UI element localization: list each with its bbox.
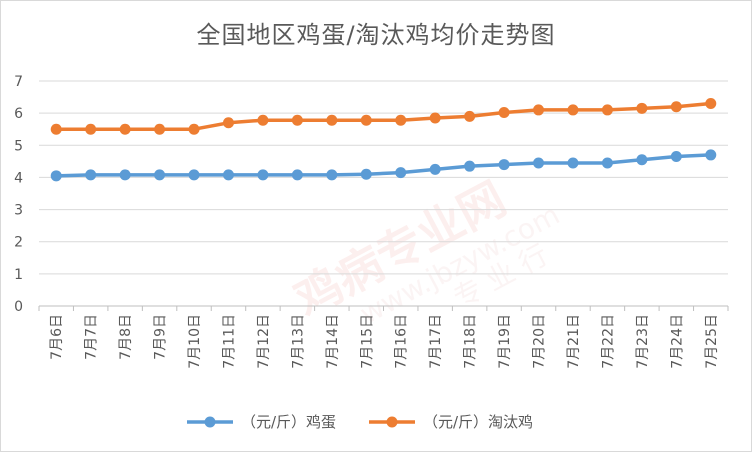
series-0-point: [670, 151, 682, 163]
x-tick-label: 7月12日: [256, 314, 272, 369]
series-line-1: [54, 101, 713, 131]
x-tick-label: 7月10日: [187, 314, 203, 369]
x-tick-label: 7月25日: [704, 314, 720, 369]
legend-label-0: （元/斤）鸡蛋: [241, 413, 336, 431]
series-1-point: [188, 123, 200, 135]
x-tick-label: 7月11日: [221, 314, 237, 369]
series-1-point: [636, 102, 648, 114]
y-tick-label: 5: [14, 138, 23, 154]
series-0-point: [705, 149, 717, 161]
series-1-point: [291, 114, 303, 126]
x-tick-label: 7月22日: [600, 314, 616, 369]
x-tick-label: 7月23日: [635, 314, 651, 369]
series-1-point: [360, 114, 372, 126]
series-0-point: [429, 163, 441, 175]
series-1-point: [326, 114, 338, 126]
series-1-point: [429, 112, 441, 124]
series-1-point: [670, 101, 682, 113]
x-tick-label: 7月8日: [118, 314, 134, 360]
y-tick-label: 0: [14, 299, 23, 315]
x-tick-label: 7月6日: [49, 314, 65, 360]
series-line-0: [54, 153, 713, 178]
series-1-point: [567, 104, 579, 116]
series-0-point: [119, 169, 131, 181]
series-1-point: [154, 123, 166, 135]
series-0-point: [360, 168, 372, 180]
series-0-point: [291, 169, 303, 181]
series-0-point: [188, 169, 200, 181]
x-tick-label: 7月19日: [497, 314, 513, 369]
series-1-point: [395, 114, 407, 126]
y-tick-label: 7: [14, 74, 23, 90]
series-1-point: [533, 104, 545, 116]
x-tick-label: 7月15日: [359, 314, 375, 369]
series-0-point: [222, 169, 234, 181]
series-0-point: [567, 157, 579, 169]
series-1-point: [498, 107, 510, 118]
legend-marker-1: [386, 416, 398, 428]
series-0-point: [464, 160, 476, 172]
series-1-point: [119, 123, 131, 135]
series-0-point: [326, 169, 338, 181]
x-tick-label: 7月16日: [394, 314, 410, 369]
series-1-point: [705, 98, 717, 109]
series-0-point: [85, 169, 97, 181]
series-0-point: [601, 157, 613, 169]
x-tick-label: 7月13日: [290, 314, 306, 369]
series-1-point: [464, 110, 476, 122]
series-1-point: [601, 104, 613, 116]
chart-title: 全国地区鸡蛋/淘汰鸡均价走势图: [196, 21, 556, 49]
series-1-point: [222, 117, 234, 129]
x-tick-label: 7月17日: [428, 314, 444, 369]
legend-label-1: （元/斤）淘汰鸡: [423, 413, 533, 431]
series-0-point: [636, 154, 648, 166]
x-tick-label: 7月18日: [463, 314, 479, 369]
legend-marker-0: [204, 416, 216, 428]
series-1-point: [85, 123, 97, 135]
x-tick-label: 7月9日: [153, 314, 169, 360]
y-tick-label: 4: [14, 170, 23, 186]
series-0-point: [50, 170, 62, 182]
y-tick-label: 3: [14, 203, 23, 219]
series-0-point: [498, 159, 510, 171]
y-tick-label: 2: [14, 235, 23, 251]
y-tick-label: 1: [14, 267, 23, 283]
series-0-point: [154, 169, 166, 181]
series-1-point: [257, 114, 269, 126]
y-tick-label: 6: [14, 106, 23, 122]
series-0-point: [395, 167, 407, 179]
x-tick-label: 7月21日: [566, 314, 582, 369]
x-tick-label: 7月24日: [669, 314, 685, 369]
x-tick-label: 7月14日: [325, 314, 341, 369]
x-tick-label: 7月7日: [84, 314, 100, 360]
series-1-point: [50, 123, 62, 135]
series-0-point: [533, 157, 545, 169]
x-tick-label: 7月20日: [532, 314, 548, 369]
series-0-point: [257, 169, 269, 181]
